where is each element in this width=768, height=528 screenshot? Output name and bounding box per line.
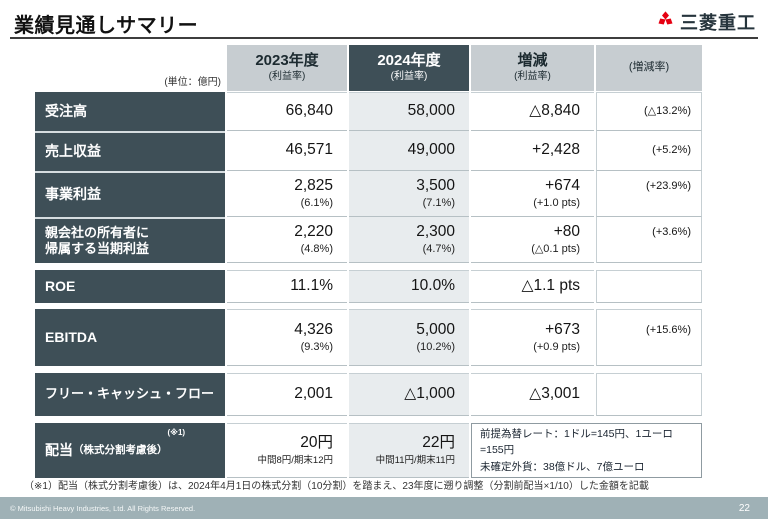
cell-fy2024: 10.0%: [349, 270, 469, 303]
table-row-revenue: 売上収益 46,571 49,000 +2,428 (+5.2%): [35, 131, 706, 171]
cell-change: △8,840: [471, 92, 594, 131]
row-label: 親会社の所有者に 帰属する当期利益: [35, 217, 225, 263]
cell-fy2023: 11.1%: [227, 270, 347, 303]
slide-header: 業績見通しサマリー 三菱重工: [0, 0, 768, 37]
brand-logo: 三菱重工: [655, 9, 756, 35]
column-header-change-rate: (増減率): [596, 45, 702, 91]
copyright-text: © Mitsubishi Heavy Industries, Ltd. All …: [10, 503, 196, 513]
cell-change: +674 (+1.0 pts): [471, 171, 594, 217]
table-header-row: (単位：億円) 2023年度 (利益率) 2024年度 (利益率) 増減 (利益…: [35, 45, 706, 91]
row-label: 配当 （株式分割考慮後） (※1): [35, 423, 225, 478]
column-header-fy2023: 2023年度 (利益率): [227, 45, 347, 91]
table-row-roe: ROE 11.1% 10.0% △1.1 pts: [35, 270, 706, 303]
cell-change: △1.1 pts: [471, 270, 594, 303]
cell-change: △3,001: [471, 373, 594, 416]
row-label: ROE: [35, 270, 225, 303]
row-label: 売上収益: [35, 131, 225, 171]
cell-fy2023: 2,001: [227, 373, 347, 416]
footnote-marker: (※1): [167, 428, 186, 437]
row-label: 事業利益: [35, 171, 225, 217]
row-label: 受注高: [35, 92, 225, 131]
cell-change-rate: (+5.2%): [596, 131, 702, 171]
cell-fy2023: 2,220 (4.8%): [227, 217, 347, 263]
table-row-business-profit: 事業利益 2,825 (6.1%) 3,500 (7.1%) +674 (+1.0 p…: [35, 171, 706, 217]
financial-summary-table: (単位：億円) 2023年度 (利益率) 2024年度 (利益率) 増減 (利益…: [35, 45, 706, 478]
table-row-ebitda: EBITDA 4,326 (9.3%) 5,000 (10.2%) +673 (+0.…: [35, 309, 706, 366]
mitsubishi-three-diamonds-icon: [655, 9, 676, 35]
cell-change: +80 (△0.1 pts): [471, 217, 594, 263]
cell-change: +673 (+0.9 pts): [471, 309, 594, 366]
row-label: EBITDA: [35, 309, 225, 366]
cell-fy2024: 3,500 (7.1%): [349, 171, 469, 217]
cell-change-rate: (+3.6%): [596, 217, 702, 263]
cell-fy2024: 2,300 (4.7%): [349, 217, 469, 263]
row-label: フリー・キャッシュ・フロー: [35, 373, 225, 416]
page-title: 業績見通しサマリー: [14, 15, 199, 37]
assumption-line-2: 未確定外貨：38億ドル、7億ユーロ: [480, 460, 645, 473]
table-row-free-cash-flow: フリー・キャッシュ・フロー 2,001 △1,000 △3,001: [35, 373, 706, 416]
table-row-profit-attributable-to-owners: 親会社の所有者に 帰属する当期利益 2,220 (4.8%) 2,300 (4.7%…: [35, 217, 706, 263]
column-header-change: 増減 (利益率): [471, 45, 594, 91]
table-row-dividend: 配当 （株式分割考慮後） (※1) 20円 中間8円/期末12円 22円 中間11円/期…: [35, 423, 706, 478]
cell-fy2023: 46,571: [227, 131, 347, 171]
cell-fy2023: 4,326 (9.3%): [227, 309, 347, 366]
brand-name: 三菱重工: [680, 13, 756, 33]
footer-bar: © Mitsubishi Heavy Industries, Ltd. All …: [0, 497, 768, 519]
cell-fy2024: 58,000: [349, 92, 469, 131]
page-number: 22: [738, 502, 750, 514]
cell-fy2024: 5,000 (10.2%): [349, 309, 469, 366]
unit-label: (単位：億円): [164, 77, 221, 88]
cell-change-rate: (+23.9%): [596, 171, 702, 217]
cell-fy2024: 22円 中間11円/期末11円: [349, 423, 469, 478]
footnote-text: （※1）配当（株式分割考慮後）は、2024年4月1日の株式分割（10分割）を踏ま…: [24, 481, 649, 492]
cell-fy2023: 66,840: [227, 92, 347, 131]
cell-change-rate: [596, 270, 702, 303]
cell-fy2024: 49,000: [349, 131, 469, 171]
cell-change: +2,428: [471, 131, 594, 171]
cell-change-rate: (△13.2%): [596, 92, 702, 131]
column-header-fy2024: 2024年度 (利益率): [349, 45, 469, 91]
table-row-order-intake: 受注高 66,840 58,000 △8,840 (△13.2%): [35, 92, 706, 131]
cell-change-rate: (+15.6%): [596, 309, 702, 366]
title-rule: [10, 37, 758, 39]
cell-fy2023: 20円 中間8円/期末12円: [227, 423, 347, 478]
exchange-rate-assumptions-box: 前提為替レート：1ドル=145円、1ユーロ=155円 未確定外貨：38億ドル、7…: [471, 423, 702, 478]
cell-fy2023: 2,825 (6.1%): [227, 171, 347, 217]
cell-change-rate: [596, 373, 702, 416]
assumption-line-1: 前提為替レート：1ドル=145円、1ユーロ=155円: [480, 428, 673, 457]
cell-fy2024: △1,000: [349, 373, 469, 416]
